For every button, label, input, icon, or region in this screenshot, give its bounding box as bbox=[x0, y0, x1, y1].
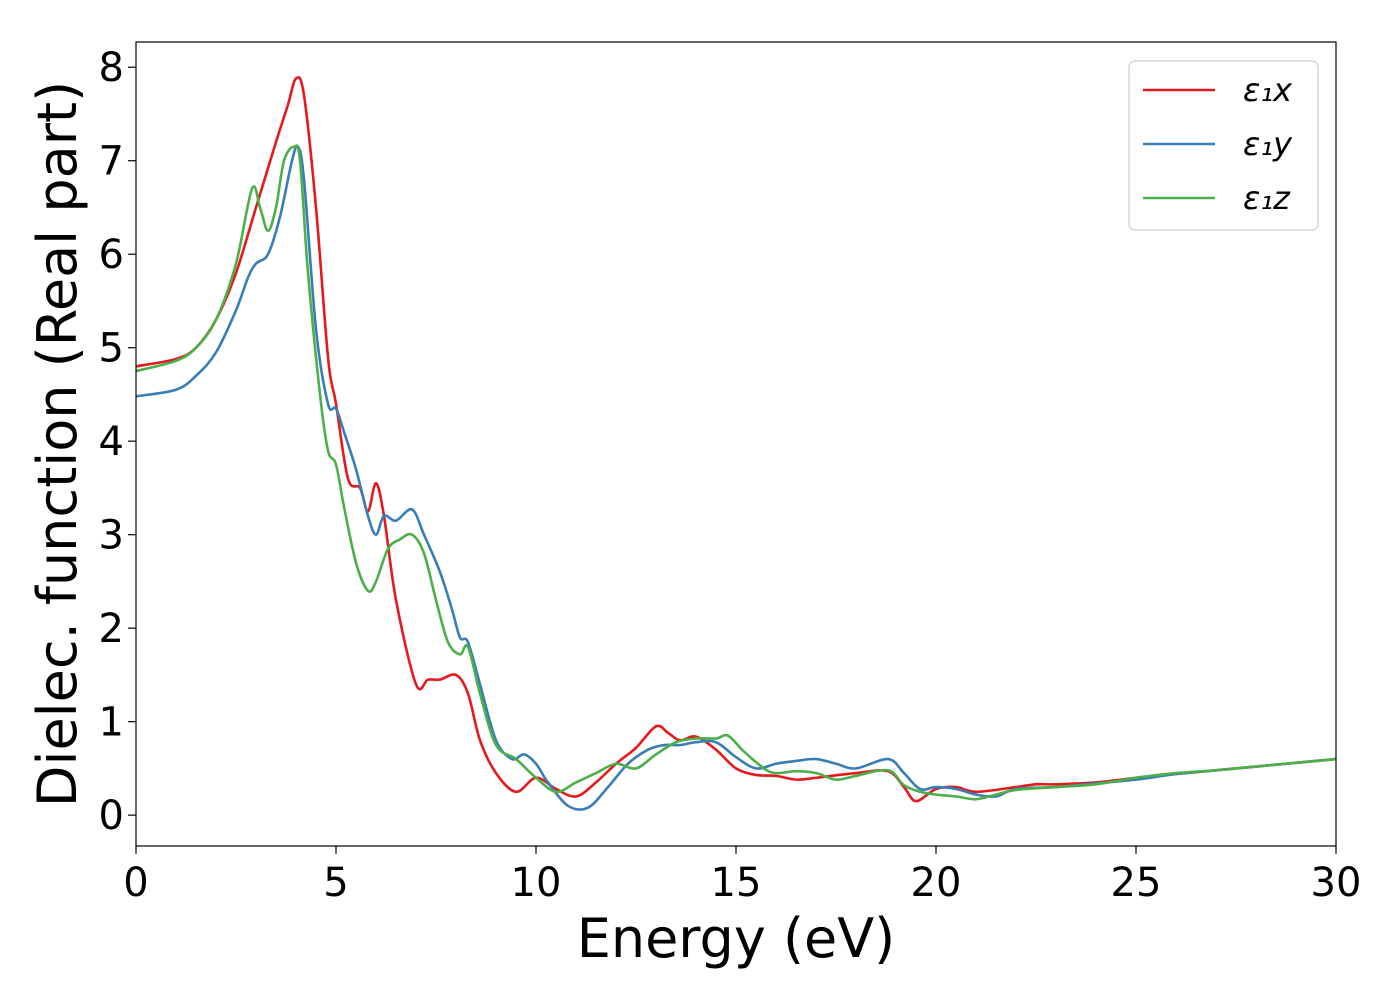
legend-label-2: ε₁y bbox=[1243, 125, 1293, 163]
x-tick-label: 0 bbox=[123, 860, 148, 906]
y-tick-label: 3 bbox=[99, 513, 124, 559]
y-tick-label: 2 bbox=[99, 606, 124, 652]
x-tick-label: 20 bbox=[911, 860, 962, 906]
y-tick-label: 7 bbox=[99, 139, 124, 185]
series-line-2 bbox=[136, 144, 1336, 811]
y-tick-label: 8 bbox=[99, 45, 124, 91]
series-layer bbox=[136, 76, 1336, 811]
x-tick-label: 10 bbox=[511, 860, 562, 906]
series-line-3 bbox=[136, 144, 1336, 801]
y-tick-label: 6 bbox=[99, 232, 124, 278]
x-axis: 0 5 10 15 20 25 30 bbox=[123, 846, 1361, 906]
legend-box bbox=[1128, 60, 1319, 231]
x-tick-label: 25 bbox=[1111, 860, 1162, 906]
x-tick-label: 5 bbox=[323, 860, 348, 906]
y-tick-label: 0 bbox=[99, 793, 124, 839]
legend-label-1: ε₁x bbox=[1243, 71, 1293, 109]
y-tick-label: 1 bbox=[99, 700, 124, 746]
y-axis: 0 1 2 3 4 5 6 7 8 bbox=[99, 45, 136, 839]
y-axis-title: Dielec. function (Real part) bbox=[26, 81, 89, 807]
x-tick-label: 15 bbox=[711, 860, 762, 906]
series-line-1 bbox=[136, 76, 1336, 803]
x-axis-title: Energy (eV) bbox=[577, 907, 896, 970]
x-tick-label: 30 bbox=[1311, 860, 1362, 906]
legend: ε₁x ε₁y ε₁z bbox=[1128, 60, 1319, 231]
y-tick-label: 4 bbox=[99, 419, 124, 465]
y-tick-label: 5 bbox=[99, 326, 124, 372]
legend-label-3: ε₁z bbox=[1243, 179, 1291, 217]
